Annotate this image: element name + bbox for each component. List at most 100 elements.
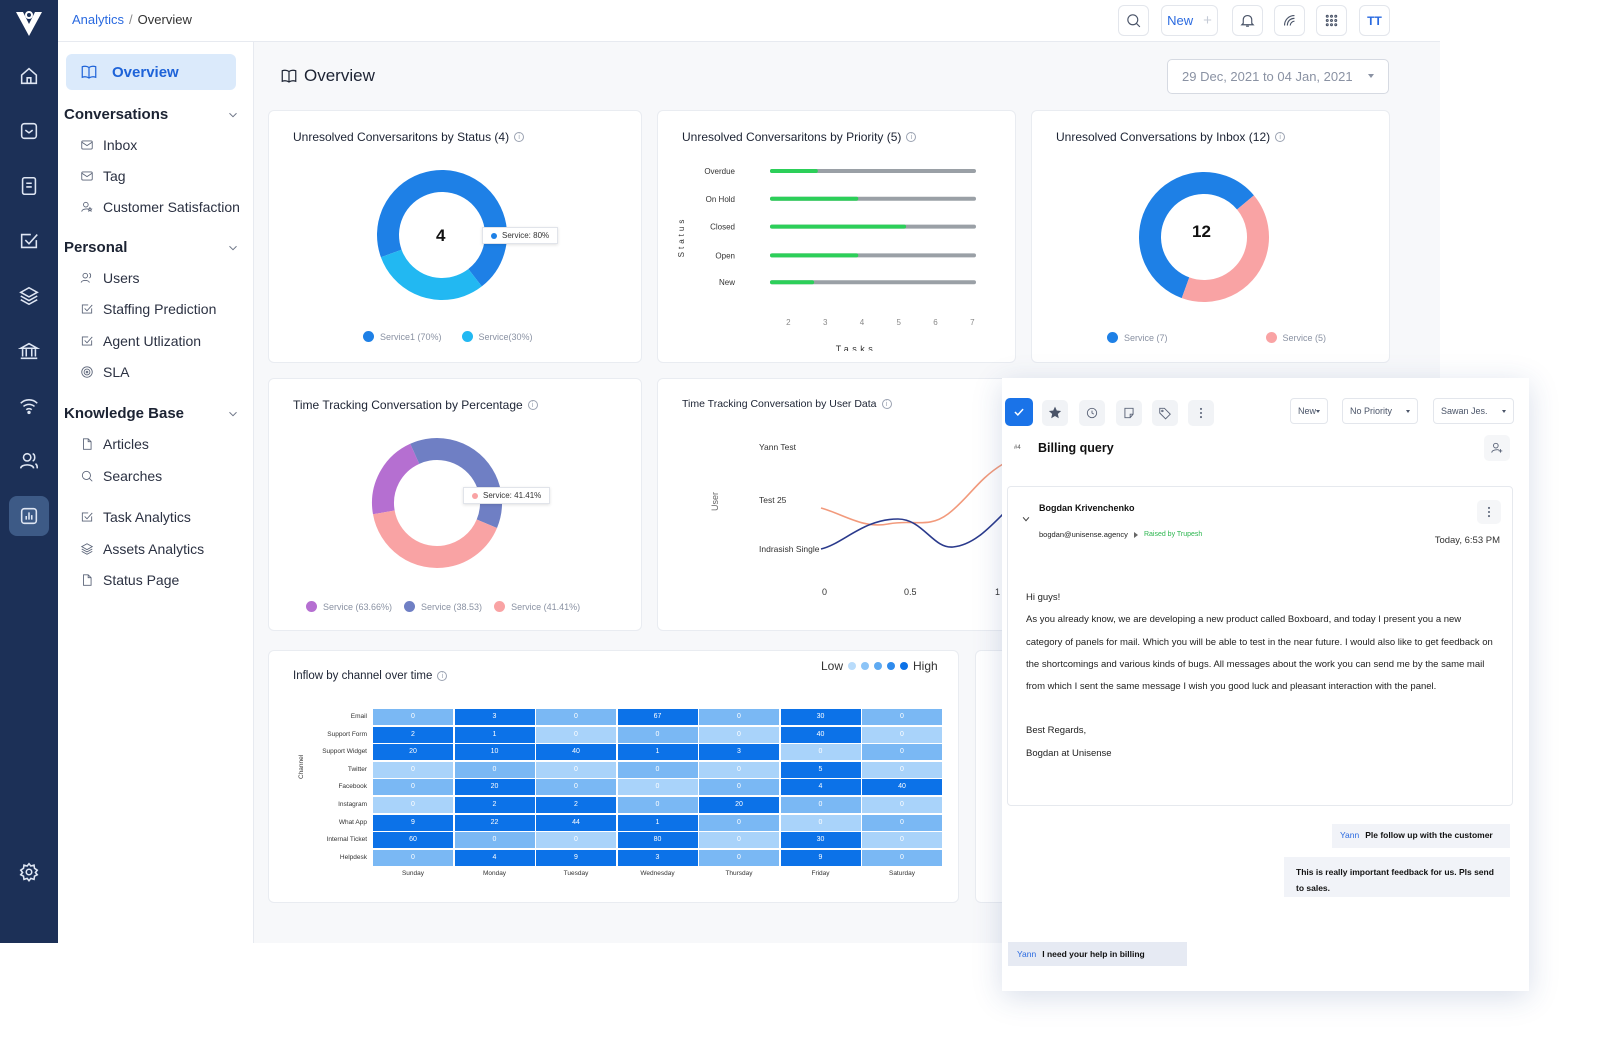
heatmap-cell[interactable]: 0 [699, 726, 779, 743]
tasks-icon[interactable] [13, 225, 45, 257]
bar[interactable] [770, 224, 907, 229]
heatmap-cell[interactable]: 2 [536, 797, 616, 814]
heatmap-cell[interactable]: 3 [699, 744, 779, 761]
heatmap-cell[interactable]: 0 [617, 779, 698, 796]
heatmap-cell[interactable]: 0 [862, 849, 942, 866]
sidebar-item-staffing-prediction[interactable]: Staffing Prediction [80, 301, 216, 317]
heatmap-cell[interactable]: 0 [699, 832, 779, 849]
heatmap-cell[interactable]: 80 [617, 832, 698, 849]
heatmap-cell[interactable]: 9 [780, 849, 861, 866]
breadcrumb-parent[interactable]: Analytics [72, 12, 125, 27]
heatmap-cell[interactable]: 0 [373, 779, 453, 796]
more-button[interactable] [1188, 400, 1214, 426]
bank-icon[interactable] [13, 335, 45, 367]
heatmap-cell[interactable]: 0 [862, 797, 942, 814]
heatmap-cell[interactable]: 0 [780, 814, 861, 831]
legend-item[interactable]: Service (7) [1107, 332, 1168, 343]
search-button[interactable] [1118, 5, 1149, 36]
sidebar-item-sla[interactable]: SLA [80, 364, 129, 380]
heatmap-cell[interactable]: 44 [536, 814, 616, 831]
heatmap-cell[interactable]: 20 [454, 779, 535, 796]
heatmap-cell[interactable]: 40 [862, 779, 942, 796]
heatmap-cell[interactable]: 0 [699, 849, 779, 866]
sidebar-section-conversations[interactable]: Conversations [64, 106, 240, 123]
info-icon[interactable]: i [881, 399, 892, 409]
heatmap-cell[interactable]: 1 [617, 744, 698, 761]
sidebar-item-agent-utilization[interactable]: Agent Utlization [80, 333, 201, 349]
heatmap-cell[interactable]: 0 [536, 779, 616, 796]
brand-logo[interactable] [14, 8, 44, 40]
heatmap-cell[interactable]: 0 [536, 761, 616, 778]
heatmap-cell[interactable]: 20 [699, 797, 779, 814]
heatmap-cell[interactable]: 0 [862, 761, 942, 778]
sidebar-item-users[interactable]: Users [80, 270, 140, 286]
heatmap-cell[interactable]: 22 [454, 814, 535, 831]
heatmap-cell[interactable]: 0 [780, 744, 861, 761]
tag-button[interactable] [1152, 400, 1178, 426]
heatmap-cell[interactable]: 67 [617, 709, 698, 726]
heatmap-cell[interactable]: 0 [373, 797, 453, 814]
sidebar-item-articles[interactable]: Articles [80, 436, 149, 452]
pie-slice[interactable] [1135, 168, 1273, 306]
sidebar-item-tag[interactable]: Tag [80, 168, 126, 184]
heatmap-cell[interactable]: 1 [617, 814, 698, 831]
sidebar-item-searches[interactable]: Searches [80, 468, 162, 484]
heatmap-cell[interactable]: 0 [536, 709, 616, 726]
heatmap-cell[interactable]: 0 [373, 761, 453, 778]
heatmap-cell[interactable]: 0 [862, 709, 942, 726]
legend-item[interactable]: Service (41.41%) [494, 601, 580, 612]
heatmap-cell[interactable]: 0 [699, 709, 779, 726]
assignee-select[interactable]: Sawan Jes. [1433, 398, 1514, 424]
sidebar-item-inbox[interactable]: Inbox [80, 137, 137, 153]
heatmap-cell[interactable]: 1 [454, 726, 535, 743]
status-select[interactable]: New [1290, 398, 1328, 424]
heatmap-cell[interactable]: 0 [373, 709, 453, 726]
inbox-icon[interactable] [13, 115, 45, 147]
heatmap-cell[interactable]: 9 [536, 849, 616, 866]
assign-user-button[interactable] [1484, 435, 1510, 461]
info-icon[interactable]: i [437, 671, 448, 681]
heatmap-cell[interactable]: 0 [617, 726, 698, 743]
heatmap-cell[interactable]: 60 [373, 832, 453, 849]
analytics-icon[interactable] [9, 496, 49, 536]
heatmap-cell[interactable]: 0 [862, 832, 942, 849]
heatmap-cell[interactable]: 5 [780, 761, 861, 778]
wifi-icon[interactable] [13, 390, 45, 422]
heatmap-cell[interactable]: 0 [617, 797, 698, 814]
heatmap-cell[interactable]: 0 [780, 797, 861, 814]
select-checkbox[interactable] [1005, 398, 1033, 426]
date-range-picker[interactable]: 29 Dec, 2021 to 04 Jan, 2021 [1167, 59, 1389, 94]
broadcast-button[interactable] [1274, 5, 1305, 36]
notes-icon[interactable] [13, 170, 45, 202]
legend-item[interactable]: Service (5) [1265, 332, 1326, 343]
legend-item[interactable]: Service1 (70%) [363, 331, 442, 342]
heatmap-cell[interactable]: 3 [617, 849, 698, 866]
priority-select[interactable]: No Priority [1342, 398, 1418, 424]
sidebar-item-task-analytics[interactable]: Task Analytics [80, 509, 191, 525]
heatmap-cell[interactable]: 0 [862, 744, 942, 761]
chevron-down-icon[interactable] [1021, 514, 1031, 524]
heatmap-cell[interactable]: 3 [454, 709, 535, 726]
heatmap-cell[interactable]: 0 [862, 814, 942, 831]
home-icon[interactable] [13, 60, 45, 92]
info-icon[interactable]: i [514, 132, 525, 142]
info-icon[interactable]: i [906, 132, 917, 142]
sidebar-item-overview[interactable]: Overview [66, 54, 236, 90]
heatmap-cell[interactable]: 2 [373, 726, 453, 743]
bar[interactable] [770, 253, 859, 258]
notifications-button[interactable] [1232, 5, 1263, 36]
sidebar-item-status-page[interactable]: Status Page [80, 572, 179, 588]
heatmap-cell[interactable]: 0 [699, 779, 779, 796]
user-avatar[interactable]: TT [1359, 5, 1390, 36]
heatmap-cell[interactable]: 0 [862, 726, 942, 743]
bar[interactable] [770, 169, 818, 173]
heatmap-cell[interactable]: 20 [373, 744, 453, 761]
sidebar-item-assets-analytics[interactable]: Assets Analytics [80, 541, 204, 557]
legend-item[interactable]: Service(30%) [461, 331, 533, 342]
heatmap-cell[interactable]: 30 [780, 709, 861, 726]
heatmap-cell[interactable]: 0 [536, 832, 616, 849]
settings-icon[interactable] [13, 856, 45, 888]
sidebar-section-personal[interactable]: Personal [64, 239, 240, 256]
heatmap-cell[interactable]: 0 [454, 761, 535, 778]
new-button[interactable]: New + [1161, 5, 1218, 36]
